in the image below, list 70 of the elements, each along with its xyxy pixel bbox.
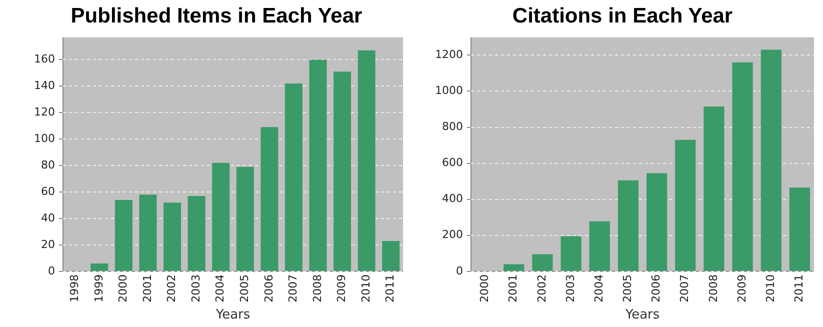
y-tick-label: 600	[442, 156, 463, 170]
y-tick-label: 20	[40, 238, 55, 251]
bar	[618, 180, 638, 271]
y-tick-label: 40	[40, 211, 55, 224]
y-tick-label: 200	[442, 228, 463, 242]
bar	[646, 173, 668, 271]
x-tick-label: 2003	[189, 274, 202, 302]
bar	[334, 72, 352, 271]
bar	[260, 127, 278, 271]
x-tick-label: 2005	[238, 274, 251, 302]
chart-title: Published Items in Each Year	[70, 4, 362, 28]
y-tick-label: 0	[48, 264, 55, 278]
y-tick-label: 1000	[434, 84, 463, 98]
bar	[236, 166, 254, 271]
bar	[589, 221, 610, 271]
x-tick-label: 2004	[214, 274, 227, 302]
x-tick-label: 2004	[592, 274, 606, 302]
bar	[675, 140, 696, 271]
bar	[114, 200, 132, 271]
x-tick-label: 2001	[506, 274, 520, 302]
x-tick-label: 2006	[650, 274, 663, 302]
y-tick-label: 160	[34, 52, 55, 66]
bar	[760, 50, 782, 271]
x-tick-label: 2011	[792, 274, 806, 302]
y-tick-label: 1200	[434, 48, 463, 62]
bar	[212, 162, 230, 271]
y-tick-label: 80	[40, 158, 55, 172]
x-tick-label: 2009	[335, 274, 348, 302]
x-tick-label: 2010	[359, 274, 372, 302]
bar	[504, 264, 524, 271]
y-tick-label: 0	[456, 264, 463, 278]
x-tick-label: 2010	[764, 274, 777, 302]
x-tick-label: 2003	[564, 274, 577, 302]
x-tick-label: 2001	[140, 274, 154, 302]
bar	[309, 60, 327, 271]
bar	[732, 62, 753, 271]
x-tick-label: 2002	[165, 274, 178, 302]
x-tick-label: 2005	[621, 274, 634, 302]
x-axis-title: Years	[214, 308, 250, 323]
x-tick-label: 2007	[286, 274, 300, 302]
bar	[188, 196, 206, 271]
y-tick-label: 100	[34, 132, 55, 145]
bar	[789, 188, 810, 271]
x-tick-label: 2000	[116, 274, 130, 302]
bar	[284, 84, 302, 271]
bar	[139, 194, 157, 271]
y-tick-label: 140	[34, 79, 55, 92]
bar	[358, 50, 376, 271]
bar	[90, 263, 108, 271]
bar	[560, 236, 582, 271]
x-tick-label: 2009	[735, 274, 748, 302]
bar	[382, 240, 400, 271]
y-tick-label: 800	[442, 120, 463, 134]
x-tick-label: 2007	[678, 274, 692, 302]
x-tick-label: 2008	[706, 274, 720, 302]
x-tick-label: 2006	[262, 274, 276, 302]
y-tick-label: 400	[442, 192, 463, 206]
chart-title: Citations in Each Year	[512, 4, 733, 28]
x-axis-title: Years	[624, 308, 660, 323]
y-tick-label: 60	[40, 184, 55, 198]
x-tick-label: 2008	[310, 274, 324, 302]
x-tick-label: 2000	[478, 274, 492, 302]
x-tick-label: 1998	[68, 274, 81, 302]
y-tick-label: 120	[34, 105, 55, 118]
bar	[164, 202, 182, 271]
bar	[532, 254, 553, 271]
x-tick-label: 1999	[92, 274, 106, 302]
x-tick-label: 2002	[535, 274, 548, 302]
bar	[704, 106, 724, 271]
x-tick-label: 2011	[384, 274, 397, 302]
